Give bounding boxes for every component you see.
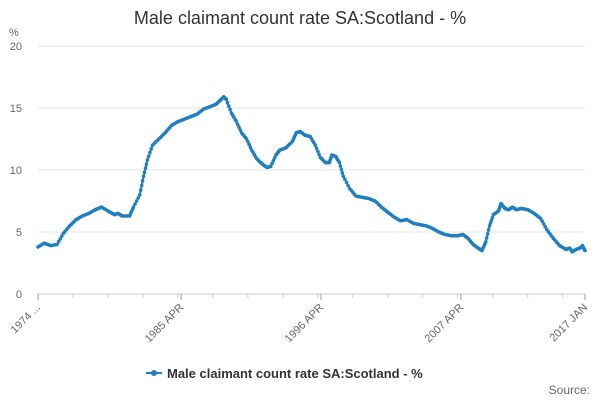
data-point (141, 174, 146, 178)
data-point (228, 107, 232, 112)
data-point (60, 234, 64, 238)
legend[interactable]: Male claimant count rate SA:Scotland - % (146, 366, 423, 381)
legend-marker (151, 370, 157, 376)
y-tick-label: 0 (16, 289, 22, 301)
data-point (486, 228, 491, 232)
data-point (317, 152, 321, 157)
data-point (538, 216, 543, 221)
x-tick-label: 2007 APR (423, 302, 467, 346)
data-point (142, 170, 147, 174)
y-tick-label: 5 (16, 227, 22, 239)
data-point (272, 156, 277, 160)
data-point (56, 239, 61, 244)
data-point (131, 205, 136, 209)
data-point (346, 183, 350, 188)
data-point (133, 202, 137, 206)
data-point (490, 215, 495, 220)
data-point (246, 140, 250, 144)
y-tick-label: 15 (10, 103, 22, 115)
data-point (488, 221, 493, 225)
data-point (244, 137, 249, 141)
data-point (248, 145, 253, 150)
data-point (316, 149, 320, 154)
data-point (485, 232, 490, 236)
data-point (583, 248, 587, 253)
data-point (143, 166, 148, 170)
x-tick-label: 2017 JAN (547, 302, 590, 345)
data-point (343, 177, 347, 182)
series-line (37, 95, 586, 253)
data-point (136, 196, 140, 200)
x-tick-label: 1974 ... (9, 302, 43, 336)
data-point (314, 146, 319, 151)
legend-label: Male claimant count rate SA:Scotland - % (167, 366, 423, 381)
data-point (55, 242, 59, 247)
data-point (540, 219, 544, 223)
data-point (269, 164, 273, 169)
data-point (543, 224, 547, 229)
y-tick-label: 20 (10, 41, 22, 53)
data-point (224, 97, 229, 102)
data-point (541, 222, 546, 226)
data-point (489, 218, 494, 222)
source-label: Source: (549, 383, 590, 397)
data-point (237, 125, 241, 129)
data-point (58, 237, 63, 241)
data-point (339, 167, 344, 172)
data-point (145, 158, 150, 162)
chart-title: Male claimant count rate SA:Scotland - % (134, 8, 466, 28)
x-tick-label: 1985 APR (143, 302, 187, 346)
data-point (344, 180, 349, 185)
data-point (146, 154, 151, 159)
data-point (234, 119, 239, 124)
data-point (235, 122, 240, 127)
data-point (484, 236, 489, 240)
data-point (138, 193, 142, 197)
y-tick-label: 10 (10, 165, 22, 177)
x-tick-label: 1996 APR (283, 302, 327, 346)
data-point (247, 142, 251, 147)
data-point (484, 240, 488, 244)
data-point (338, 164, 343, 168)
y-unit-label: % (9, 27, 19, 39)
data-point (313, 143, 318, 147)
data-point (138, 188, 143, 192)
series-group (36, 95, 587, 254)
data-point (238, 128, 243, 132)
data-point (149, 147, 153, 151)
data-point (148, 150, 152, 155)
data-point (225, 100, 230, 105)
data-point (271, 158, 276, 163)
data-point (270, 161, 274, 166)
data-point (487, 224, 492, 228)
gridlines (38, 45, 585, 295)
data-point (139, 183, 144, 188)
data-point (337, 160, 342, 165)
data-point (341, 174, 346, 178)
data-point (340, 171, 345, 175)
data-point (134, 199, 139, 203)
data-point (140, 179, 145, 183)
data-point (227, 104, 231, 108)
x-axis: 1974 ... 1985 APR 1996 APR 2007 APR 2017 JAN (9, 294, 590, 345)
y-axis-ticks: 0 5 10 15 20 (10, 41, 22, 301)
data-point (144, 162, 149, 166)
